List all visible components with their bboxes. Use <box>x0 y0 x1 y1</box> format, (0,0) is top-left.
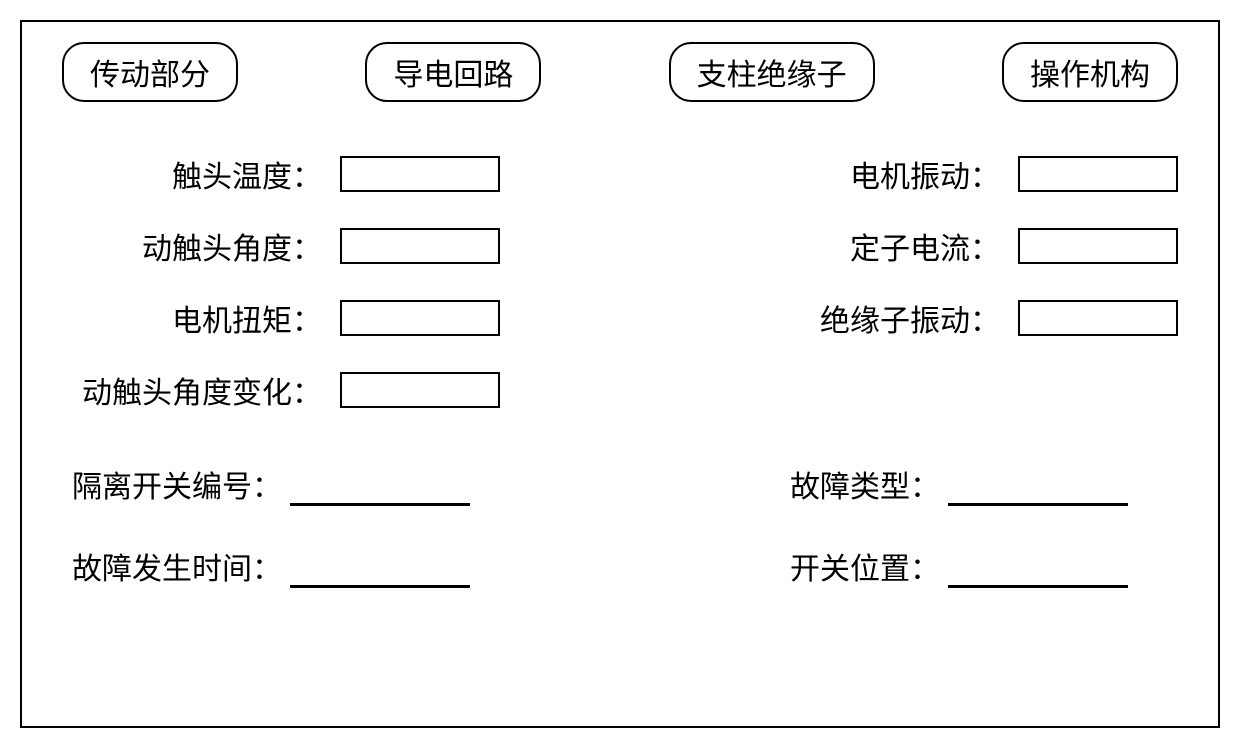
input-moving-contact-angle-change[interactable] <box>340 372 500 408</box>
tab-transmission[interactable]: 传动部分 <box>62 42 238 102</box>
input-contact-temperature[interactable] <box>340 156 500 192</box>
input-fault-time[interactable] <box>290 556 470 588</box>
tab-operating-mechanism[interactable]: 操作机构 <box>1002 42 1178 102</box>
right-fields-column: 电机振动： 定子电流： 绝缘子振动： <box>820 152 1178 412</box>
left-fields-column: 触头温度： 动触头角度： 电机扭矩： 动触头角度变化： <box>82 152 500 412</box>
main-panel: 传动部分 导电回路 支柱绝缘子 操作机构 触头温度： 动触头角度： 电机扭矩： … <box>20 20 1220 728</box>
field-contact-temperature: 触头温度： <box>82 152 500 196</box>
fields-area: 触头温度： 动触头角度： 电机扭矩： 动触头角度变化： 电机振动： <box>52 152 1188 412</box>
input-insulator-vibration[interactable] <box>1018 300 1178 336</box>
label-stator-current: 定子电流： <box>850 224 1000 268</box>
input-fault-type[interactable] <box>948 474 1128 506</box>
bottom-area: 隔离开关编号： 故障发生时间： 故障类型： 开关位置： <box>52 462 1188 588</box>
tab-bar: 传动部分 导电回路 支柱绝缘子 操作机构 <box>52 42 1188 102</box>
label-motor-vibration: 电机振动： <box>850 152 1000 196</box>
field-stator-current: 定子电流： <box>820 224 1178 268</box>
input-switch-position[interactable] <box>948 556 1128 588</box>
label-moving-contact-angle: 动触头角度： <box>142 224 322 268</box>
label-contact-temperature: 触头温度： <box>172 152 322 196</box>
label-moving-contact-angle-change: 动触头角度变化： <box>82 368 322 412</box>
field-switch-number: 隔离开关编号： <box>72 462 470 506</box>
field-switch-position: 开关位置： <box>790 544 1128 588</box>
field-motor-torque: 电机扭矩： <box>82 296 500 340</box>
tab-conductive-loop[interactable]: 导电回路 <box>365 42 541 102</box>
field-fault-time: 故障发生时间： <box>72 544 470 588</box>
label-fault-time: 故障发生时间： <box>72 544 282 588</box>
field-insulator-vibration: 绝缘子振动： <box>820 296 1178 340</box>
label-switch-position: 开关位置： <box>790 544 940 588</box>
input-motor-vibration[interactable] <box>1018 156 1178 192</box>
field-moving-contact-angle: 动触头角度： <box>82 224 500 268</box>
field-moving-contact-angle-change: 动触头角度变化： <box>82 368 500 412</box>
input-motor-torque[interactable] <box>340 300 500 336</box>
label-motor-torque: 电机扭矩： <box>172 296 322 340</box>
input-switch-number[interactable] <box>290 474 470 506</box>
input-stator-current[interactable] <box>1018 228 1178 264</box>
label-switch-number: 隔离开关编号： <box>72 462 282 506</box>
label-insulator-vibration: 绝缘子振动： <box>820 296 1000 340</box>
field-motor-vibration: 电机振动： <box>820 152 1178 196</box>
field-fault-type: 故障类型： <box>790 462 1128 506</box>
input-moving-contact-angle[interactable] <box>340 228 500 264</box>
label-fault-type: 故障类型： <box>790 462 940 506</box>
bottom-left-column: 隔离开关编号： 故障发生时间： <box>72 462 470 588</box>
tab-pillar-insulator[interactable]: 支柱绝缘子 <box>669 42 875 102</box>
bottom-right-column: 故障类型： 开关位置： <box>790 462 1128 588</box>
